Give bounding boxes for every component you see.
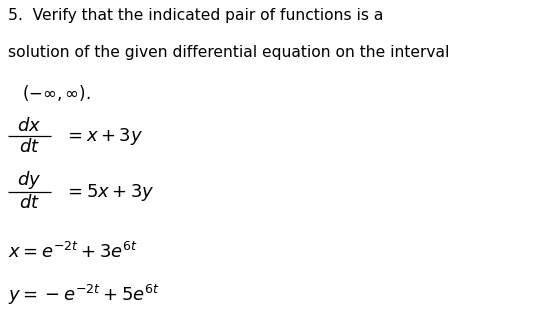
Text: $y = -e^{-2t} + 5e^{6t}$: $y = -e^{-2t} + 5e^{6t}$ (8, 283, 160, 307)
Text: $dx$: $dx$ (17, 116, 42, 135)
Text: solution of the given differential equation on the interval: solution of the given differential equat… (8, 45, 449, 60)
Text: $dy$: $dy$ (17, 169, 42, 191)
Text: $= 5x + 3y$: $= 5x + 3y$ (64, 182, 155, 203)
Text: $dt$: $dt$ (19, 194, 40, 212)
Text: $= x + 3y$: $= x + 3y$ (64, 126, 143, 147)
Text: $x = e^{-2t} + 3e^{6t}$: $x = e^{-2t} + 3e^{6t}$ (8, 242, 138, 262)
Text: $(-\infty, \infty)$.: $(-\infty, \infty)$. (22, 83, 91, 103)
Text: 5.  Verify that the indicated pair of functions is a: 5. Verify that the indicated pair of fun… (8, 8, 384, 23)
Text: $dt$: $dt$ (19, 138, 40, 156)
